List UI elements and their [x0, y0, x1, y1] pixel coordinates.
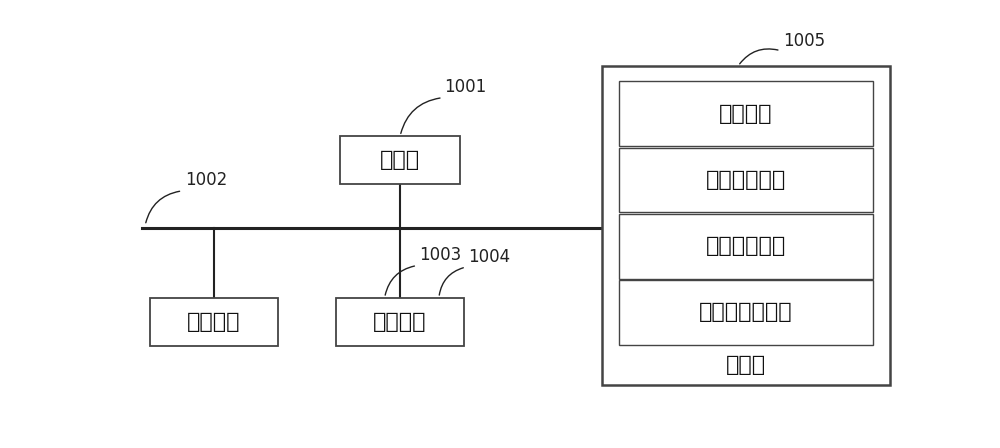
Text: 停车场收费程序: 停车场收费程序	[699, 302, 793, 323]
Text: 处理器: 处理器	[380, 150, 420, 170]
Bar	[619, 148, 873, 212]
Text: 1002: 1002	[185, 171, 227, 189]
Bar	[619, 214, 873, 279]
Text: 网络接口: 网络接口	[373, 312, 427, 332]
Bar	[619, 82, 873, 146]
Text: 网络通信模块: 网络通信模块	[706, 170, 786, 190]
Text: 1005: 1005	[783, 32, 825, 50]
Text: 用户接口: 用户接口	[187, 312, 241, 332]
Bar	[619, 280, 873, 345]
Text: 1001: 1001	[444, 78, 487, 96]
Text: 存储器: 存储器	[726, 355, 766, 375]
Bar	[340, 136, 460, 184]
Bar	[602, 66, 890, 385]
Text: 用户接口模块: 用户接口模块	[706, 236, 786, 256]
Bar	[336, 298, 464, 345]
Text: 1004: 1004	[468, 247, 510, 266]
Text: 操作系统: 操作系统	[719, 104, 773, 124]
Text: 1003: 1003	[419, 246, 461, 264]
Bar	[150, 298, 278, 345]
